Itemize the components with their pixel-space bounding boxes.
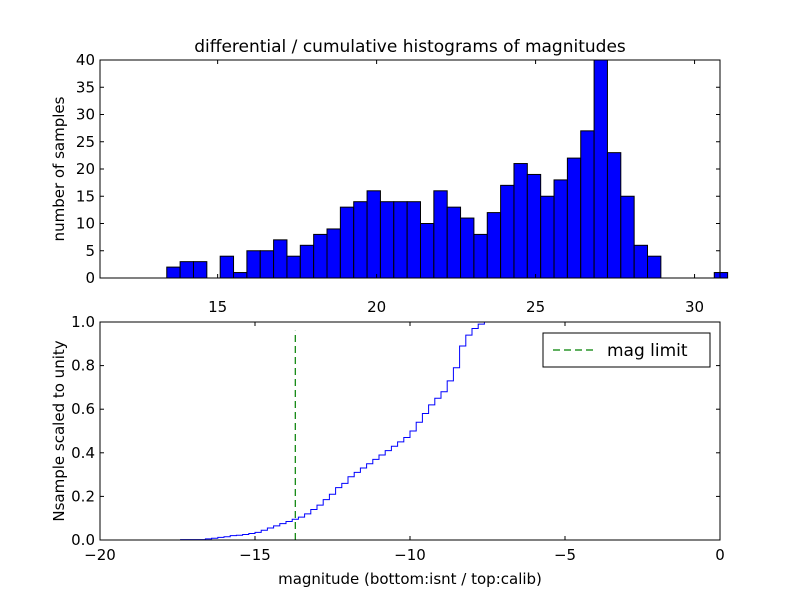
bottom-y-axis-label: Nsample scaled to unity <box>50 340 68 521</box>
histogram-bar <box>647 255 662 279</box>
x-tick-label: −15 <box>239 546 271 564</box>
x-tick-label: 25 <box>526 298 545 316</box>
histogram-bar <box>540 195 555 279</box>
histogram-bar <box>339 206 355 279</box>
histogram-bar <box>713 272 729 279</box>
top-y-ticks: 0 5 10 15 20 25 30 35 40 <box>76 51 720 287</box>
y-tick-label: 35 <box>76 78 95 96</box>
y-tick-label: 0.8 <box>71 357 95 375</box>
histogram-bar <box>286 255 301 279</box>
bottom-cumulative-panel: Nsample scaled to unity magnitude (botto… <box>50 313 725 588</box>
histogram-bar <box>526 173 542 279</box>
histogram-bar <box>433 190 448 279</box>
y-tick-label: 0.2 <box>71 487 95 505</box>
x-tick-label: 20 <box>367 298 386 316</box>
cumulative-step-line <box>100 321 721 541</box>
y-tick-label: 15 <box>76 187 95 205</box>
y-tick-label: 0.6 <box>71 400 95 418</box>
y-tick-label: 40 <box>76 51 95 69</box>
histogram-bar <box>446 206 462 279</box>
histogram-bar <box>393 201 408 279</box>
histogram-bar <box>486 212 502 279</box>
histogram-bar <box>313 233 328 279</box>
legend-label: mag limit <box>607 341 688 361</box>
histogram-bar <box>326 228 341 279</box>
histogram-bar <box>233 272 248 279</box>
top-x-ticks: 15 20 25 30 <box>208 60 704 316</box>
chart-title: differential / cumulative histograms of … <box>194 37 626 57</box>
histogram-bars <box>166 59 729 279</box>
x-tick-label: 0 <box>715 546 725 564</box>
y-tick-label: 0.4 <box>71 444 95 462</box>
histogram-bar <box>580 130 595 279</box>
bottom-x-axis-label: magnitude (bottom:isnt / top:calib) <box>278 570 542 588</box>
histogram-bar <box>179 261 194 279</box>
top-y-axis-label: number of samples <box>50 96 68 241</box>
histogram-bar <box>566 157 582 279</box>
histogram-bar <box>166 266 181 279</box>
histogram-bar <box>259 250 275 279</box>
y-tick-label: 25 <box>76 133 95 151</box>
histogram-bar <box>553 179 568 279</box>
histogram-bar <box>219 255 235 279</box>
y-tick-label: 0 <box>85 269 95 287</box>
histogram-bar <box>192 261 208 279</box>
bottom-y-ticks: 0.0 0.2 0.4 0.6 0.8 1.0 <box>71 313 720 549</box>
histogram-bar <box>473 233 488 279</box>
y-tick-label: 30 <box>76 106 95 124</box>
histogram-bar <box>299 244 315 279</box>
x-tick-label: −20 <box>84 546 116 564</box>
bottom-x-ticks: −20 −15 −10 −5 0 <box>84 322 725 564</box>
histogram-bar <box>419 223 435 279</box>
top-histogram-panel: differential / cumulative histograms of … <box>50 37 729 316</box>
y-tick-label: 20 <box>76 160 95 178</box>
histogram-bar <box>593 59 608 279</box>
x-tick-label: 15 <box>208 298 227 316</box>
x-tick-label: −5 <box>554 546 576 564</box>
histogram-bar <box>246 250 261 279</box>
y-tick-label: 1.0 <box>71 313 95 331</box>
histogram-bar <box>620 195 635 279</box>
x-tick-label: −10 <box>394 546 426 564</box>
histogram-bar <box>379 201 395 279</box>
histogram-bar <box>406 201 421 279</box>
histogram-bar <box>353 201 368 279</box>
histogram-bar <box>460 217 475 279</box>
legend: mag limit <box>542 332 711 368</box>
x-tick-label: 30 <box>685 298 704 316</box>
y-tick-label: 10 <box>76 215 95 233</box>
y-tick-label: 0.0 <box>71 531 95 549</box>
y-tick-label: 5 <box>85 242 95 260</box>
histogram-bar <box>513 163 528 279</box>
histogram-bar <box>633 244 649 279</box>
histogram-bar <box>366 190 381 279</box>
histogram-bar <box>500 184 515 279</box>
histogram-bar <box>606 152 622 279</box>
histogram-bar <box>273 239 288 279</box>
